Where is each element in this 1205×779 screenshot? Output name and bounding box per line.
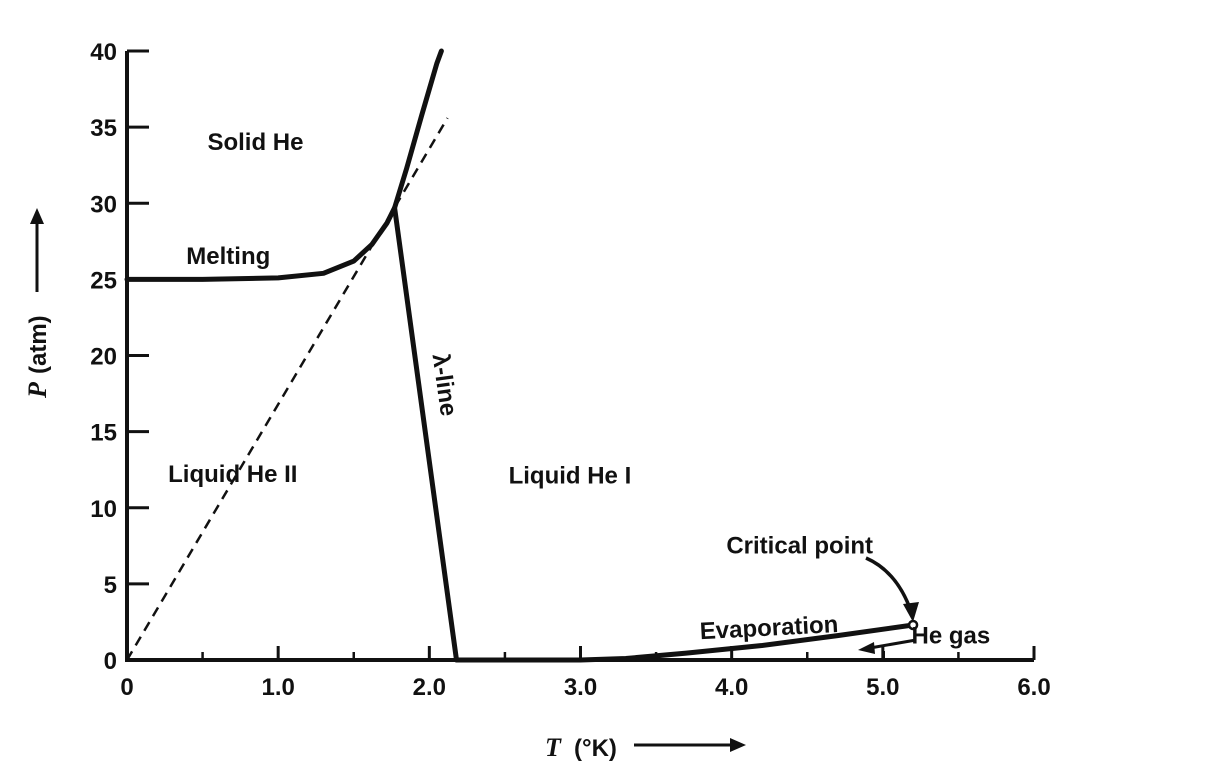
annotation-line: λ-line bbox=[427, 352, 462, 418]
annotation-liquid-he-i: Liquid He I bbox=[509, 462, 632, 489]
x-tick-label: 0 bbox=[120, 674, 133, 701]
y-tick-label: 20 bbox=[90, 344, 117, 371]
x-tick-label: 1.0 bbox=[261, 674, 294, 701]
y-tick-label: 25 bbox=[90, 267, 117, 294]
series-melting-line bbox=[124, 48, 444, 282]
x-axis-title: T (°K) bbox=[545, 733, 746, 762]
series-evaporation-line bbox=[454, 622, 916, 663]
y-tick-label: 15 bbox=[90, 420, 117, 447]
y-tick-label: 30 bbox=[90, 191, 117, 218]
x-tick-label: 4.0 bbox=[715, 674, 748, 701]
y-tick-label: 0 bbox=[104, 648, 117, 675]
critical-point-arrowhead bbox=[903, 602, 919, 622]
annotation-he-gas: He gas bbox=[912, 622, 991, 649]
series-layer bbox=[124, 48, 916, 663]
series-dashed-extrapolation-line bbox=[125, 117, 449, 661]
y-tick-label: 5 bbox=[104, 572, 117, 599]
x-tick-label: 6.0 bbox=[1017, 674, 1050, 701]
annotation-solid-he: Solid He bbox=[207, 129, 303, 156]
annotation-liquid-he-ii: Liquid He II bbox=[168, 461, 297, 488]
x-axis-unit: (°K) bbox=[574, 735, 617, 762]
y-axis-title: P (atm) bbox=[23, 208, 52, 399]
y-ticks: 0 5 10 15 20 25 30 35 40 bbox=[90, 39, 149, 675]
x-tick-label: 2.0 bbox=[413, 674, 446, 701]
y-tick-label: 10 bbox=[90, 496, 117, 523]
x-tick-label: 5.0 bbox=[866, 674, 899, 701]
x-ticks: 0 1.0 2.0 3.0 4.0 5.0 6.0 bbox=[120, 646, 1051, 701]
y-tick-label: 40 bbox=[90, 39, 117, 66]
x-tick-label: 3.0 bbox=[564, 674, 597, 701]
he-gas-arrow bbox=[858, 638, 917, 660]
y-axis-unit: (atm) bbox=[25, 315, 52, 374]
annotation-melting: Melting bbox=[186, 243, 270, 270]
series-line-line bbox=[392, 205, 459, 663]
y-tick-label: 35 bbox=[90, 115, 117, 142]
y-axis-arrowhead bbox=[30, 208, 44, 224]
x-axis-symbol: T bbox=[545, 733, 562, 762]
critical-point-marker bbox=[907, 619, 919, 631]
x-axis-arrowhead bbox=[730, 738, 746, 752]
annotation-critical-point: Critical point bbox=[726, 532, 873, 559]
y-axis-symbol: P bbox=[23, 381, 52, 399]
annotation-layer: Solid He Melting Liquid He II Liquid He I λ-… bbox=[168, 129, 990, 649]
